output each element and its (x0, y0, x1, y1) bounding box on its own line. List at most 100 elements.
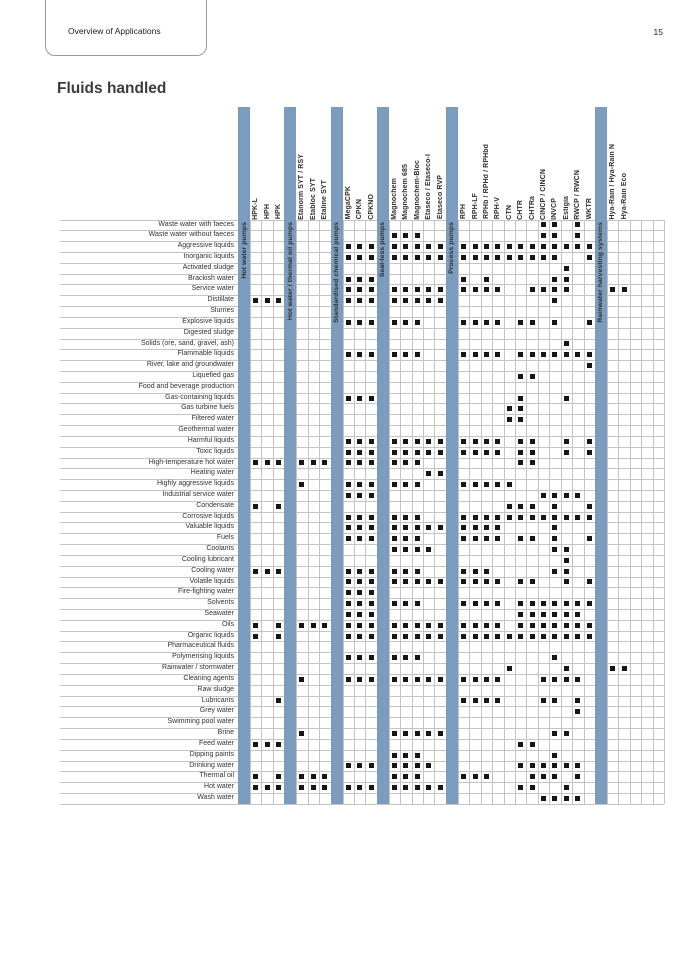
compatibility-mark (506, 514, 512, 520)
compatibility-mark (483, 352, 489, 358)
column-header-text: Etanorm SYT / RSY (298, 153, 306, 220)
compatibility-mark (357, 244, 363, 250)
compatibility-mark (368, 298, 374, 304)
compatibility-mark (552, 276, 558, 282)
compatibility-mark (368, 319, 374, 325)
compatibility-mark (461, 449, 467, 455)
compatibility-mark (586, 449, 592, 455)
compatibility-mark (541, 244, 547, 250)
compatibility-mark (403, 536, 409, 542)
compatibility-mark (322, 622, 328, 628)
compatibility-mark (253, 633, 259, 639)
row-label: Grey water (199, 707, 234, 715)
compatibility-mark (310, 785, 316, 791)
compatibility-mark (437, 287, 443, 293)
gridline (60, 641, 665, 643)
compatibility-mark (357, 482, 363, 488)
compatibility-mark (518, 395, 524, 401)
compatibility-mark (403, 774, 409, 780)
compatibility-mark (518, 579, 524, 585)
compatibility-mark (529, 622, 535, 628)
compatibility-mark (403, 763, 409, 769)
column-header-text: RPH-LF (471, 193, 479, 220)
compatibility-mark (621, 666, 627, 672)
compatibility-mark (357, 276, 363, 282)
compatibility-mark (518, 514, 524, 520)
compatibility-mark (299, 482, 305, 488)
compatibility-mark (345, 482, 351, 488)
compatibility-mark (552, 233, 558, 239)
column-header-text: HPK-L (252, 197, 260, 220)
compatibility-mark (461, 601, 467, 607)
gridline (583, 219, 585, 804)
compatibility-mark (563, 438, 569, 444)
column-header-text: Hya-Rain / Hya-Rain N (609, 143, 617, 220)
gridline (526, 219, 528, 804)
gridline (60, 425, 665, 427)
compatibility-mark (357, 525, 363, 531)
compatibility-mark (414, 352, 420, 358)
compatibility-mark (495, 319, 501, 325)
gridline (469, 219, 471, 804)
compatibility-mark (345, 536, 351, 542)
compatibility-mark (495, 254, 501, 260)
compatibility-mark (403, 482, 409, 488)
compatibility-mark (541, 222, 547, 228)
gridline (296, 219, 298, 804)
compatibility-mark (563, 557, 569, 563)
compatibility-mark (552, 698, 558, 704)
compatibility-mark (483, 774, 489, 780)
compatibility-mark (357, 395, 363, 401)
compatibility-mark (276, 298, 282, 304)
compatibility-mark (541, 676, 547, 682)
compatibility-mark (586, 514, 592, 520)
compatibility-mark (437, 254, 443, 260)
compatibility-mark (426, 471, 432, 477)
gridline (60, 803, 665, 805)
compatibility-mark (483, 319, 489, 325)
compatibility-mark (426, 254, 432, 260)
compatibility-mark (483, 622, 489, 628)
compatibility-mark (541, 233, 547, 239)
gridline (60, 262, 665, 264)
gridline (60, 500, 665, 502)
compatibility-mark (541, 763, 547, 769)
compatibility-mark (552, 633, 558, 639)
compatibility-mark (368, 622, 374, 628)
compatibility-mark (276, 741, 282, 747)
compatibility-mark (472, 449, 478, 455)
compatibility-mark (552, 568, 558, 574)
gridline (629, 219, 631, 804)
compatibility-mark (426, 547, 432, 552)
compatibility-mark (345, 763, 351, 769)
gridline (60, 338, 665, 340)
compatibility-mark (426, 622, 432, 628)
compatibility-mark (368, 611, 374, 617)
gridline (618, 219, 620, 804)
compatibility-mark (506, 417, 512, 423)
compatibility-mark (368, 601, 374, 607)
section-tab: Overview of Applications (45, 0, 207, 56)
compatibility-mark (368, 676, 374, 682)
compatibility-mark (368, 568, 374, 574)
compatibility-mark (529, 438, 535, 444)
row-label: Polymerising liquids (172, 653, 234, 661)
compatibility-mark (483, 276, 489, 282)
compatibility-mark (414, 579, 420, 585)
compatibility-mark (461, 254, 467, 260)
compatibility-mark (541, 698, 547, 704)
row-label: Seawater (204, 610, 234, 618)
row-label: Cleaning agents (183, 674, 234, 682)
category-band (445, 107, 458, 804)
compatibility-mark (391, 287, 397, 293)
row-label: Solvents (207, 599, 234, 607)
compatibility-mark (575, 492, 581, 498)
column-header-text: RPHb / RPHd / RPHbd (482, 144, 490, 220)
compatibility-mark (414, 449, 420, 455)
compatibility-mark (586, 254, 592, 260)
compatibility-mark (552, 763, 558, 769)
compatibility-mark (586, 633, 592, 639)
compatibility-mark (563, 449, 569, 455)
compatibility-mark (414, 319, 420, 325)
compatibility-mark (391, 763, 397, 769)
